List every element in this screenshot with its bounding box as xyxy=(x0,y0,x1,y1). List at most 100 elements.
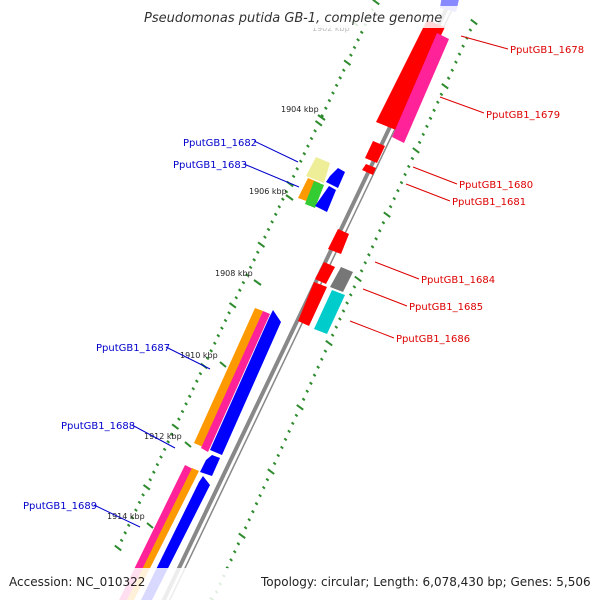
outer-dot-track-dot xyxy=(283,437,288,442)
inner-dot-track-dot xyxy=(372,0,380,6)
gene-PputGB1_1687[interactable] xyxy=(194,308,263,447)
gene-label-PputGB1_1682[interactable]: PputGB1_1682 xyxy=(183,138,257,149)
gene-blue-1683[interactable] xyxy=(315,186,336,212)
gene-1683-green[interactable] xyxy=(305,181,324,208)
gene-label-PputGB1_1687[interactable]: PputGB1_1687 xyxy=(96,343,170,354)
inner-dot-track-dot xyxy=(313,129,317,133)
outer-dot-track-dot xyxy=(338,317,342,321)
outer-dot-track-dot xyxy=(454,60,458,64)
gene-blue-1682[interactable] xyxy=(326,168,345,188)
gene-label-PputGB1_1680[interactable]: PputGB1_1680 xyxy=(459,180,533,191)
gene-PputGB1_1680[interactable] xyxy=(365,141,385,163)
outer-dot-track-dot xyxy=(392,196,397,201)
outer-dot-track-dot xyxy=(290,421,295,426)
inner-dot-track-dot xyxy=(338,76,343,80)
kbp-label-1914: 1914 kbp xyxy=(107,512,145,521)
kbp-label-1908: 1908 kbp xyxy=(215,269,253,278)
gene-PputGB1_1684[interactable] xyxy=(315,262,335,284)
title-backdrop xyxy=(138,6,464,28)
inner-dot-track-dot xyxy=(209,349,214,353)
outer-dot-track-dot xyxy=(325,339,333,347)
kbp-label-1912: 1912 kbp xyxy=(144,432,182,441)
gene-1684-upper[interactable] xyxy=(328,229,349,254)
kbp-tick-1904 xyxy=(317,114,326,121)
outer-dot-track-dot xyxy=(276,453,281,458)
outer-dot-track-dot xyxy=(341,309,346,313)
footer-backdrop xyxy=(0,568,600,600)
gene-PputGB1_1681[interactable] xyxy=(362,164,376,175)
gene-1687-blue[interactable] xyxy=(210,310,281,455)
tick-dot-tracks xyxy=(114,0,478,600)
gene-label-PputGB1_1689[interactable]: PputGB1_1689 xyxy=(23,501,97,512)
outer-dot-track-dot xyxy=(381,220,386,225)
inner-dot-track-dot xyxy=(306,144,310,148)
gene-PputGB1_1685[interactable] xyxy=(330,267,353,292)
inner-dot-track-dot xyxy=(130,515,135,520)
gene-1687-magenta[interactable] xyxy=(201,311,270,452)
outer-dot-track-dot xyxy=(316,365,320,369)
outer-dot-track-dot xyxy=(412,147,420,154)
kbp-tick-1910 xyxy=(219,361,227,368)
outer-dot-track-dot xyxy=(461,44,465,48)
inner-dot-track-dot xyxy=(141,493,145,497)
outer-dot-track-dot xyxy=(457,52,462,56)
outer-dot-track-dot xyxy=(470,18,478,26)
inner-dot-track-dot xyxy=(356,38,360,42)
inner-dot-track-dot xyxy=(137,500,142,505)
outer-dot-track-dot xyxy=(450,68,455,72)
gene-label-PputGB1_1688[interactable]: PputGB1_1688 xyxy=(61,421,135,432)
outer-dot-track-dot xyxy=(287,429,291,434)
inner-dot-track-dot xyxy=(263,235,267,239)
inner-dot-track-dot xyxy=(114,544,122,552)
outer-dot-track-dot xyxy=(261,485,266,490)
gene-label-PputGB1_1684[interactable]: PputGB1_1684 xyxy=(421,275,495,286)
outer-dot-track-dot xyxy=(374,237,378,241)
kbp-tick-1908 xyxy=(253,279,262,286)
kbp-label-1906: 1906 kbp xyxy=(249,187,287,196)
gene-PputGB1_1686[interactable] xyxy=(314,290,345,334)
outer-dot-track-dot xyxy=(377,228,382,233)
inner-dot-track-dot xyxy=(148,478,153,482)
outer-dot-track-dot xyxy=(238,532,246,540)
inner-dot-track-dot xyxy=(212,341,217,346)
gene-label-PputGB1_1679[interactable]: PputGB1_1679 xyxy=(486,110,560,121)
gene-label-PputGB1_1685[interactable]: PputGB1_1685 xyxy=(409,302,483,313)
outer-dot-track-dot xyxy=(406,164,411,169)
gene-PputGB1_1679[interactable] xyxy=(392,33,449,143)
outer-dot-track-dot xyxy=(468,28,473,32)
kbp-label-1902: 1902 kbp xyxy=(312,24,350,33)
inner-dot-track-dot xyxy=(184,402,188,406)
outer-dot-track-dot xyxy=(367,253,371,257)
outer-dot-track-dot xyxy=(354,275,362,283)
outer-dot-track-dot xyxy=(305,389,310,394)
gene-label-PputGB1_1681[interactable]: PputGB1_1681 xyxy=(452,197,526,208)
gene-PputGB1_1688[interactable] xyxy=(200,455,220,476)
gene-1689-orange[interactable] xyxy=(127,468,199,600)
gene-1685-red-lower[interactable] xyxy=(298,282,327,326)
outer-dot-track-dot xyxy=(330,333,335,337)
outer-dot-track-dot xyxy=(446,76,451,80)
inner-dot-track-dot xyxy=(298,159,303,164)
inner-dot-track-dot xyxy=(295,167,300,171)
inner-dot-track-dot xyxy=(234,296,239,300)
gene-PputGB1_1689[interactable] xyxy=(119,465,193,600)
kbp-tick-1912 xyxy=(184,441,192,448)
outer-dot-track-dot xyxy=(388,204,393,209)
outer-dot-track-dot xyxy=(312,373,317,377)
inner-dot-track-dot xyxy=(220,326,224,330)
gene-PputGB1_1682[interactable] xyxy=(306,157,330,183)
inner-dot-track-dot xyxy=(343,59,352,66)
outer-dot-track-dot xyxy=(334,325,339,329)
gene-label-PputGB1_1678[interactable]: PputGB1_1678 xyxy=(510,45,584,56)
inner-dot-track-dot xyxy=(257,241,266,248)
inner-dot-track-dot xyxy=(291,174,296,179)
outer-dot-track-dot xyxy=(352,285,357,289)
gene-PputGB1_1678[interactable] xyxy=(376,20,445,130)
inner-dot-track-dot xyxy=(323,106,328,110)
inner-dot-track-dot xyxy=(198,371,203,376)
gene-label-PputGB1_1686[interactable]: PputGB1_1686 xyxy=(396,334,470,345)
gene-label-PputGB1_1683[interactable]: PputGB1_1683 xyxy=(173,160,247,171)
outer-dot-track-dot xyxy=(425,124,429,129)
